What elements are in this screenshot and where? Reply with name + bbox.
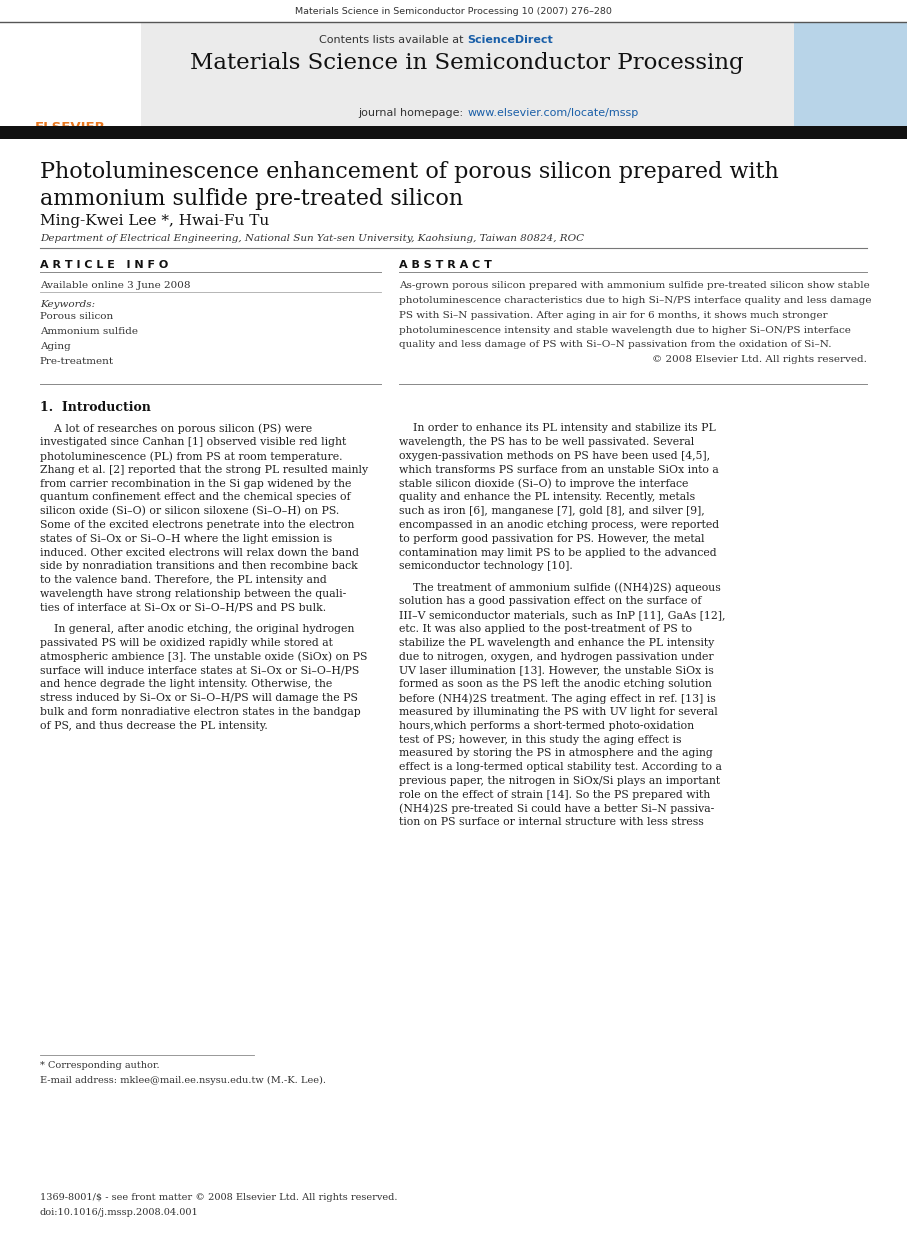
- Text: to the valence band. Therefore, the PL intensity and: to the valence band. Therefore, the PL i…: [40, 576, 327, 586]
- Text: measured by illuminating the PS with UV light for several: measured by illuminating the PS with UV …: [399, 707, 717, 717]
- Text: E-mail address: mklee@mail.ee.nsysu.edu.tw (M.-K. Lee).: E-mail address: mklee@mail.ee.nsysu.edu.…: [40, 1076, 326, 1084]
- Text: doi:10.1016/j.mssp.2008.04.001: doi:10.1016/j.mssp.2008.04.001: [40, 1208, 199, 1217]
- Text: Contents lists available at: Contents lists available at: [319, 35, 467, 45]
- Text: stable silicon dioxide (Si–O) to improve the interface: stable silicon dioxide (Si–O) to improve…: [399, 479, 688, 489]
- Text: photoluminescence characteristics due to high Si–N/PS interface quality and less: photoluminescence characteristics due to…: [399, 296, 872, 305]
- Text: test of PS; however, in this study the aging effect is: test of PS; however, in this study the a…: [399, 734, 681, 744]
- Text: such as iron [6], manganese [7], gold [8], and silver [9],: such as iron [6], manganese [7], gold [8…: [399, 506, 705, 516]
- Text: Aging: Aging: [40, 342, 71, 352]
- Text: Zhang et al. [2] reported that the strong PL resulted mainly: Zhang et al. [2] reported that the stron…: [40, 464, 368, 475]
- Text: Available online 3 June 2008: Available online 3 June 2008: [40, 281, 190, 290]
- Text: quality and less damage of PS with Si–O–N passivation from the oxidation of Si–N: quality and less damage of PS with Si–O–…: [399, 340, 832, 349]
- Text: tion on PS surface or internal structure with less stress: tion on PS surface or internal structure…: [399, 817, 704, 827]
- Text: stress induced by Si–Ox or Si–O–H/PS will damage the PS: stress induced by Si–Ox or Si–O–H/PS wil…: [40, 693, 357, 703]
- Text: quality and enhance the PL intensity. Recently, metals: quality and enhance the PL intensity. Re…: [399, 493, 695, 503]
- Text: Materials Science in Semiconductor Processing: Materials Science in Semiconductor Proce…: [190, 52, 744, 74]
- Text: and hence degrade the light intensity. Otherwise, the: and hence degrade the light intensity. O…: [40, 680, 332, 690]
- Bar: [0, 126, 907, 139]
- Text: induced. Other excited electrons will relax down the band: induced. Other excited electrons will re…: [40, 547, 359, 557]
- Text: formed as soon as the PS left the anodic etching solution: formed as soon as the PS left the anodic…: [399, 680, 712, 690]
- Text: atmospheric ambience [3]. The unstable oxide (SiOx) on PS: atmospheric ambience [3]. The unstable o…: [40, 651, 367, 662]
- Text: passivated PS will be oxidized rapidly while stored at: passivated PS will be oxidized rapidly w…: [40, 638, 333, 647]
- Text: journal homepage:: journal homepage:: [358, 108, 467, 118]
- Text: wavelength have strong relationship between the quali-: wavelength have strong relationship betw…: [40, 589, 346, 599]
- Text: III–V semiconductor materials, such as InP [11], GaAs [12],: III–V semiconductor materials, such as I…: [399, 610, 726, 620]
- Text: of PS, and thus decrease the PL intensity.: of PS, and thus decrease the PL intensit…: [40, 721, 268, 730]
- Text: Photoluminescence enhancement of porous silicon prepared with: Photoluminescence enhancement of porous …: [40, 161, 778, 183]
- Text: before (NH4)2S treatment. The aging effect in ref. [13] is: before (NH4)2S treatment. The aging effe…: [399, 693, 716, 703]
- Text: ELSEVIER: ELSEVIER: [34, 121, 105, 135]
- Text: Ammonium sulfide: Ammonium sulfide: [40, 327, 138, 335]
- Bar: [141, 22, 794, 128]
- Text: PS with Si–N passivation. After aging in air for 6 months, it shows much stronge: PS with Si–N passivation. After aging in…: [399, 311, 828, 319]
- Text: In order to enhance its PL intensity and stabilize its PL: In order to enhance its PL intensity and…: [399, 423, 716, 433]
- Text: 1369-8001/$ - see front matter © 2008 Elsevier Ltd. All rights reserved.: 1369-8001/$ - see front matter © 2008 El…: [40, 1193, 397, 1202]
- Text: Department of Electrical Engineering, National Sun Yat-sen University, Kaohsiung: Department of Electrical Engineering, Na…: [40, 234, 584, 243]
- Text: from carrier recombination in the Si gap widened by the: from carrier recombination in the Si gap…: [40, 479, 351, 489]
- Text: Pre-treatment: Pre-treatment: [40, 358, 114, 366]
- Text: oxygen-passivation methods on PS have been used [4,5],: oxygen-passivation methods on PS have be…: [399, 451, 710, 461]
- Text: Porous silicon: Porous silicon: [40, 312, 113, 321]
- Text: Materials Science in Semiconductor Processing 10 (2007) 276–280: Materials Science in Semiconductor Proce…: [295, 6, 612, 16]
- Text: A R T I C L E   I N F O: A R T I C L E I N F O: [40, 260, 168, 270]
- Text: A B S T R A C T: A B S T R A C T: [399, 260, 492, 270]
- Text: states of Si–Ox or Si–O–H where the light emission is: states of Si–Ox or Si–O–H where the ligh…: [40, 534, 332, 543]
- Text: contamination may limit PS to be applied to the advanced: contamination may limit PS to be applied…: [399, 547, 717, 557]
- Text: photoluminescence (PL) from PS at room temperature.: photoluminescence (PL) from PS at room t…: [40, 451, 343, 462]
- Text: hours,which performs a short-termed photo-oxidation: hours,which performs a short-termed phot…: [399, 721, 694, 730]
- Text: As-grown porous silicon prepared with ammonium sulfide pre-treated silicon show : As-grown porous silicon prepared with am…: [399, 281, 870, 290]
- Text: ammonium sulfide pre-treated silicon: ammonium sulfide pre-treated silicon: [40, 188, 463, 210]
- Text: stabilize the PL wavelength and enhance the PL intensity: stabilize the PL wavelength and enhance …: [399, 638, 715, 647]
- Text: ScienceDirect: ScienceDirect: [467, 35, 553, 45]
- Text: encompassed in an anodic etching process, were reported: encompassed in an anodic etching process…: [399, 520, 719, 530]
- Text: side by nonradiation transitions and then recombine back: side by nonradiation transitions and the…: [40, 562, 357, 572]
- Text: due to nitrogen, oxygen, and hydrogen passivation under: due to nitrogen, oxygen, and hydrogen pa…: [399, 651, 714, 661]
- Text: The treatment of ammonium sulfide ((NH4)2S) aqueous: The treatment of ammonium sulfide ((NH4)…: [399, 583, 721, 593]
- Text: previous paper, the nitrogen in SiOx/Si plays an important: previous paper, the nitrogen in SiOx/Si …: [399, 776, 720, 786]
- Text: effect is a long-termed optical stability test. According to a: effect is a long-termed optical stabilit…: [399, 763, 722, 773]
- Text: surface will induce interface states at Si–Ox or Si–O–H/PS: surface will induce interface states at …: [40, 666, 359, 676]
- Text: www.elsevier.com/locate/mssp: www.elsevier.com/locate/mssp: [467, 108, 639, 118]
- Text: to perform good passivation for PS. However, the metal: to perform good passivation for PS. Howe…: [399, 534, 705, 543]
- Text: (NH4)2S pre-treated Si could have a better Si–N passiva-: (NH4)2S pre-treated Si could have a bett…: [399, 803, 715, 815]
- Text: silicon oxide (Si–O) or silicon siloxene (Si–O–H) on PS.: silicon oxide (Si–O) or silicon siloxene…: [40, 506, 339, 516]
- Bar: [0, 22, 141, 128]
- Text: 1.  Introduction: 1. Introduction: [40, 401, 151, 415]
- Text: © 2008 Elsevier Ltd. All rights reserved.: © 2008 Elsevier Ltd. All rights reserved…: [652, 355, 867, 364]
- Text: measured by storing the PS in atmosphere and the aging: measured by storing the PS in atmosphere…: [399, 748, 713, 759]
- Text: quantum confinement effect and the chemical species of: quantum confinement effect and the chemi…: [40, 493, 350, 503]
- Text: In general, after anodic etching, the original hydrogen: In general, after anodic etching, the or…: [40, 624, 355, 634]
- Text: A lot of researches on porous silicon (PS) were: A lot of researches on porous silicon (P…: [40, 423, 312, 435]
- Text: * Corresponding author.: * Corresponding author.: [40, 1061, 160, 1070]
- Text: UV laser illumination [13]. However, the unstable SiOx is: UV laser illumination [13]. However, the…: [399, 666, 714, 676]
- Text: Ming-Kwei Lee *, Hwai-Fu Tu: Ming-Kwei Lee *, Hwai-Fu Tu: [40, 214, 269, 228]
- Text: role on the effect of strain [14]. So the PS prepared with: role on the effect of strain [14]. So th…: [399, 790, 710, 800]
- Text: photoluminescence intensity and stable wavelength due to higher Si–ON/PS interfa: photoluminescence intensity and stable w…: [399, 326, 851, 334]
- Text: Keywords:: Keywords:: [40, 300, 95, 308]
- Text: investigated since Canhan [1] observed visible red light: investigated since Canhan [1] observed v…: [40, 437, 346, 447]
- Text: which transforms PS surface from an unstable SiOx into a: which transforms PS surface from an unst…: [399, 464, 719, 475]
- Bar: [794, 22, 907, 128]
- Text: solution has a good passivation effect on the surface of: solution has a good passivation effect o…: [399, 597, 702, 607]
- Text: etc. It was also applied to the post-treatment of PS to: etc. It was also applied to the post-tre…: [399, 624, 692, 634]
- Text: wavelength, the PS has to be well passivated. Several: wavelength, the PS has to be well passiv…: [399, 437, 695, 447]
- Text: bulk and form nonradiative electron states in the bandgap: bulk and form nonradiative electron stat…: [40, 707, 361, 717]
- Text: semiconductor technology [10].: semiconductor technology [10].: [399, 562, 573, 572]
- Text: Some of the excited electrons penetrate into the electron: Some of the excited electrons penetrate …: [40, 520, 355, 530]
- Text: ties of interface at Si–Ox or Si–O–H/PS and PS bulk.: ties of interface at Si–Ox or Si–O–H/PS …: [40, 603, 326, 613]
